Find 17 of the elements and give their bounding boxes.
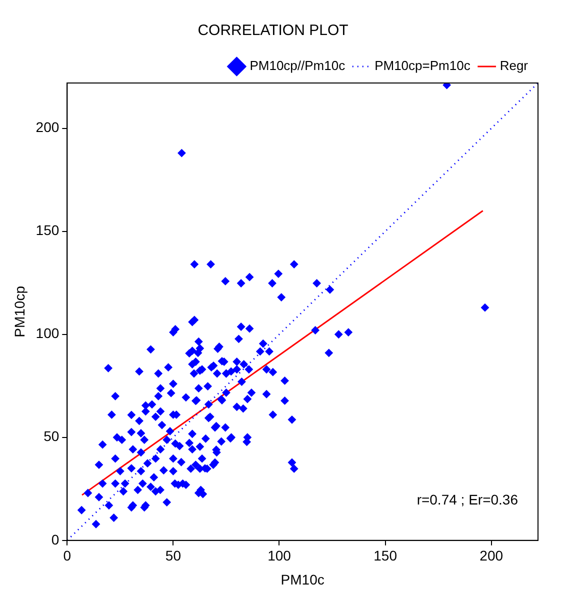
x-tick-label: 0 [63, 548, 72, 564]
y-axis-title: PM10cp [11, 286, 28, 338]
y-tick-label: 150 [36, 222, 60, 238]
y-tick-label: 200 [36, 119, 60, 136]
annotation: r=0.74 ; Er=0.36 [416, 491, 518, 508]
chart-title: CORRELATION PLOT [198, 22, 348, 40]
y-tick-label: 50 [44, 428, 60, 444]
legend-label: Regr [500, 58, 529, 74]
x-tick-label: 100 [268, 548, 292, 564]
legend-label: PM10cp=Pm10c [374, 58, 471, 74]
legend-label: PM10cp//Pm10c [250, 58, 346, 74]
x-tick-label: 150 [374, 548, 398, 564]
x-tick-label: 200 [480, 548, 504, 564]
x-tick-label: 50 [165, 548, 182, 564]
y-tick-label: 100 [36, 325, 60, 342]
x-axis-title: PM10c [280, 571, 324, 588]
y-tick-label: 0 [51, 531, 60, 548]
